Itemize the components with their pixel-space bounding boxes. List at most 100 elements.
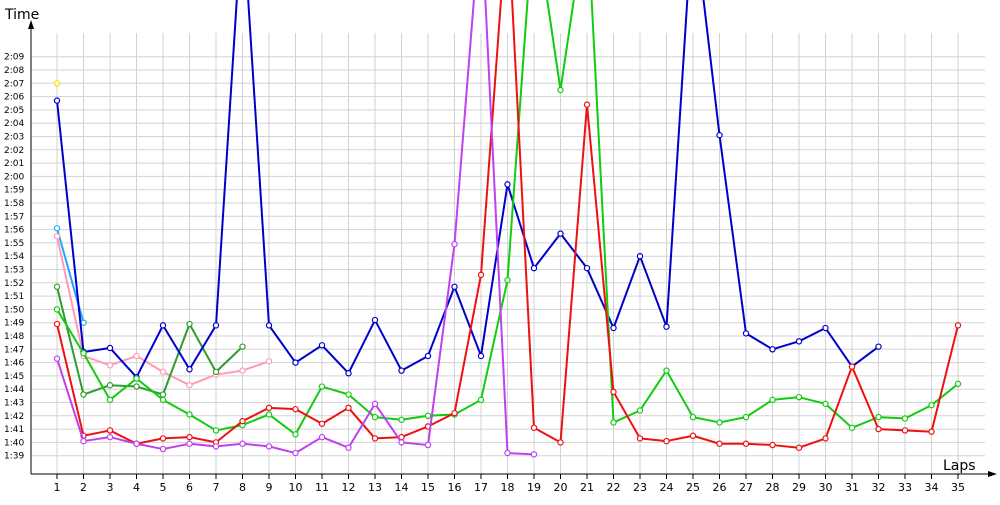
x-tick-label: 30 — [819, 481, 833, 494]
y-tick-label: 1:57 — [4, 212, 24, 222]
y-tick-label: 1:51 — [4, 292, 24, 302]
data-point — [769, 441, 776, 449]
y-tick-label: 1:56 — [4, 226, 24, 236]
data-point — [901, 415, 909, 422]
series-line — [56, 0, 880, 379]
y-tick-label: 2:09 — [4, 53, 24, 63]
data-point — [239, 417, 246, 425]
data-point — [292, 359, 299, 366]
data-point — [239, 343, 246, 350]
x-tick-label: 9 — [266, 481, 273, 494]
data-point — [822, 435, 829, 442]
data-point — [371, 413, 379, 421]
data-point — [557, 439, 564, 446]
y-tick-label: 2:06 — [4, 93, 24, 103]
y-tick-label: 2:01 — [4, 159, 24, 169]
data-point — [239, 367, 246, 374]
gridlines — [31, 33, 985, 474]
y-tick-label: 1:41 — [4, 425, 24, 435]
data-point — [292, 449, 299, 457]
y-tick-label: 2:02 — [4, 146, 24, 156]
data-point — [636, 253, 644, 260]
data-point — [80, 391, 87, 398]
data-point — [292, 431, 299, 438]
data-point — [689, 413, 697, 421]
data-point — [80, 437, 87, 445]
x-tick-label: 33 — [898, 481, 912, 494]
data-point — [159, 322, 167, 329]
data-point — [663, 367, 670, 374]
data-point — [106, 382, 114, 389]
data-point — [265, 322, 273, 329]
y-tick-label: 1:43 — [4, 399, 24, 409]
x-tick-label: 12 — [342, 481, 356, 494]
x-tick-label: 13 — [368, 481, 382, 494]
x-tick-label: 4 — [133, 481, 140, 494]
data-point — [345, 404, 352, 412]
y-axis-arrow — [28, 20, 34, 29]
data-point — [106, 433, 114, 441]
data-point — [186, 433, 193, 441]
data-point — [53, 80, 61, 87]
data-point — [186, 320, 193, 328]
data-point — [424, 441, 432, 449]
data-point — [504, 181, 511, 188]
data-point — [795, 338, 803, 345]
data-point — [689, 432, 697, 439]
data-point — [106, 396, 114, 404]
data-point — [53, 97, 61, 104]
y-tick-label: 1:45 — [4, 372, 24, 382]
data-point — [504, 449, 511, 457]
x-tick-label: 19 — [527, 481, 541, 494]
y-tick-label: 1:39 — [4, 452, 24, 462]
y-tick-label: 1:46 — [4, 359, 24, 369]
data-point — [212, 427, 220, 434]
data-point — [663, 437, 670, 445]
x-tick-label: 22 — [607, 481, 621, 494]
y-tick-label: 1:54 — [4, 252, 24, 262]
data-point — [53, 306, 61, 313]
x-tick-label: 28 — [766, 481, 780, 494]
series-7 — [53, 0, 538, 458]
data-point — [928, 428, 935, 435]
series-lines — [53, 0, 962, 458]
y-tick-label: 1:58 — [4, 199, 24, 209]
tick-labels: 1:39 1:40 1:41 1:42 1:43 1:44 1:45 1:46 1:47 1:48… — [4, 53, 965, 494]
data-point — [451, 283, 458, 290]
data-point — [212, 443, 220, 450]
data-point — [610, 324, 617, 332]
data-point — [398, 367, 405, 374]
x-tick-label: 34 — [925, 481, 939, 494]
data-point — [212, 368, 220, 376]
data-point — [716, 440, 723, 447]
x-tick-label: 21 — [580, 481, 594, 494]
x-tick-label: 23 — [633, 481, 647, 494]
x-tick-label: 27 — [739, 481, 753, 494]
x-tick-label: 25 — [686, 481, 700, 494]
data-point — [265, 411, 273, 418]
data-point — [557, 230, 564, 237]
y-tick-label: 1:40 — [4, 438, 24, 448]
x-tick-label: 31 — [845, 481, 859, 494]
data-point — [80, 319, 87, 326]
data-point — [318, 342, 326, 349]
data-point — [848, 424, 856, 431]
data-point — [875, 413, 882, 421]
data-point — [822, 324, 829, 332]
data-point — [159, 435, 167, 442]
x-tick-label: 5 — [160, 481, 167, 494]
data-point — [345, 391, 352, 398]
data-point — [53, 320, 61, 328]
data-point — [742, 413, 750, 421]
data-point — [133, 383, 140, 390]
x-tick-label: 3 — [107, 481, 114, 494]
y-tick-label: 1:47 — [4, 345, 24, 355]
data-point — [265, 404, 273, 412]
data-point — [583, 264, 591, 272]
data-point — [795, 393, 803, 401]
data-point — [292, 405, 299, 413]
y-tick-label: 1:53 — [4, 266, 24, 276]
data-point — [398, 416, 405, 423]
